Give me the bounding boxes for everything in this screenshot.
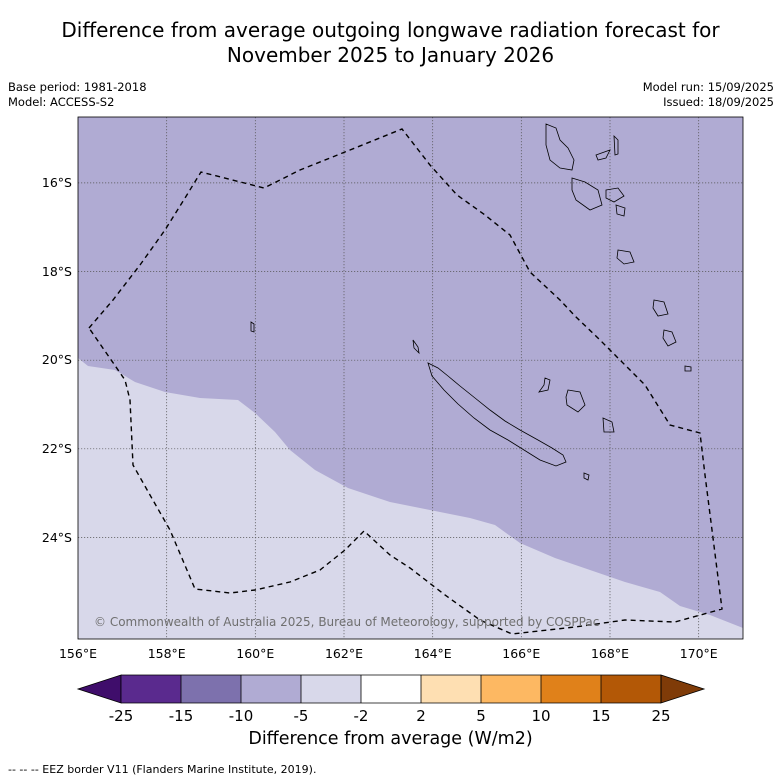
title-line-1: Difference from average outgoing longwav… (61, 18, 720, 42)
colorbar-swatch (481, 675, 541, 703)
colorbar-swatch (601, 675, 661, 703)
island-coast (565, 389, 586, 413)
lon-tick-label: 160°E (236, 646, 274, 661)
colorbar-swatch (541, 675, 601, 703)
colorbar-tick: -2 (354, 707, 369, 725)
colorbar-swatch (301, 675, 361, 703)
issued-date: Issued: 18/09/2025 (663, 95, 774, 109)
colorbar-tick: -15 (169, 707, 194, 725)
colorbar-swatch (421, 675, 481, 703)
eez-border (88, 128, 723, 635)
colorbar-tick: 10 (531, 707, 550, 725)
base-period: Base period: 1981-2018 (8, 80, 147, 94)
island-coast (615, 204, 626, 217)
map-panel: © Commonwealth of Australia 2025, Bureau… (78, 117, 743, 639)
colorbar: -25 -15 -10 -5 -2 2 5 10 15 25 (76, 674, 706, 725)
vanuatu-santo-coast (545, 123, 575, 171)
lon-axis-labels: 156°E 158°E 160°E 162°E 164°E 166°E 168°… (59, 646, 718, 661)
colorbar-extend-high (660, 674, 706, 704)
colorbar-label: Difference from average (W/m2) (248, 729, 533, 749)
colorbar-dividers (120, 674, 662, 704)
coastlines (250, 123, 692, 481)
island-coast (595, 149, 611, 161)
chart-title: Difference from average outgoing longwav… (0, 18, 781, 68)
map-frame (77, 116, 744, 640)
colorbar-tick: 5 (476, 707, 486, 725)
island-coast (652, 299, 669, 317)
lat-tick-label: 18°S (42, 264, 72, 279)
colorbar-swatch (241, 675, 301, 703)
meta-left: Base period: 1981-2018 Model: ACCESS-S2 (8, 80, 147, 110)
island-coast (583, 472, 590, 481)
island-coast (412, 339, 420, 355)
anomaly-fill-light (78, 358, 743, 639)
colorbar-tick-labels: -25 -15 -10 -5 -2 2 5 10 15 25 (109, 707, 671, 725)
colorbar-swatch (121, 675, 181, 703)
island-coast (613, 134, 619, 156)
lon-tick-label: 166°E (502, 646, 540, 661)
lat-axis-labels: 16°S 18°S 20°S 22°S 24°S (42, 175, 72, 545)
model-name: Model: ACCESS-S2 (8, 95, 115, 109)
footer-note: -- -- -- EEZ border V11 (Flanders Marine… (8, 763, 317, 776)
island-coast (616, 249, 635, 265)
lon-tick-label: 164°E (414, 646, 452, 661)
lat-tick-label: 20°S (42, 352, 72, 367)
colorbar-tick: -10 (229, 707, 254, 725)
lat-tick-label: 24°S (42, 530, 72, 545)
meta-right: Model run: 15/09/2025 Issued: 18/09/2025 (643, 80, 774, 110)
title-line-2: November 2025 to January 2026 (226, 43, 555, 67)
island-coast (250, 321, 255, 333)
lon-tick-label: 168°E (591, 646, 629, 661)
island-coast (571, 177, 603, 211)
lon-tick-label: 170°E (680, 646, 718, 661)
model-run: Model run: 15/09/2025 (642, 80, 774, 94)
graticule (78, 117, 743, 639)
colorbar-tick: -25 (109, 707, 134, 725)
colorbar-tick: 25 (651, 707, 670, 725)
colorbar-tick: 15 (591, 707, 610, 725)
lat-tick-label: 22°S (42, 441, 72, 456)
island-coast (602, 417, 615, 433)
lon-tick-label: 156°E (59, 646, 97, 661)
island-coast (538, 377, 551, 393)
colorbar-tick: 2 (416, 707, 426, 725)
colorbar-extend-low (76, 674, 122, 704)
new-caledonia-coast (427, 362, 567, 467)
island-coast (662, 329, 677, 347)
island-coast (605, 187, 625, 203)
colorbar-tick: -5 (294, 707, 309, 725)
colorbar-swatch (181, 675, 241, 703)
copyright-notice: © Commonwealth of Australia 2025, Bureau… (94, 615, 599, 629)
lat-tick-label: 16°S (42, 175, 72, 190)
colorbar-swatch (361, 675, 421, 703)
lon-tick-label: 162°E (325, 646, 363, 661)
lon-tick-label: 158°E (148, 646, 186, 661)
island-coast (684, 365, 692, 372)
